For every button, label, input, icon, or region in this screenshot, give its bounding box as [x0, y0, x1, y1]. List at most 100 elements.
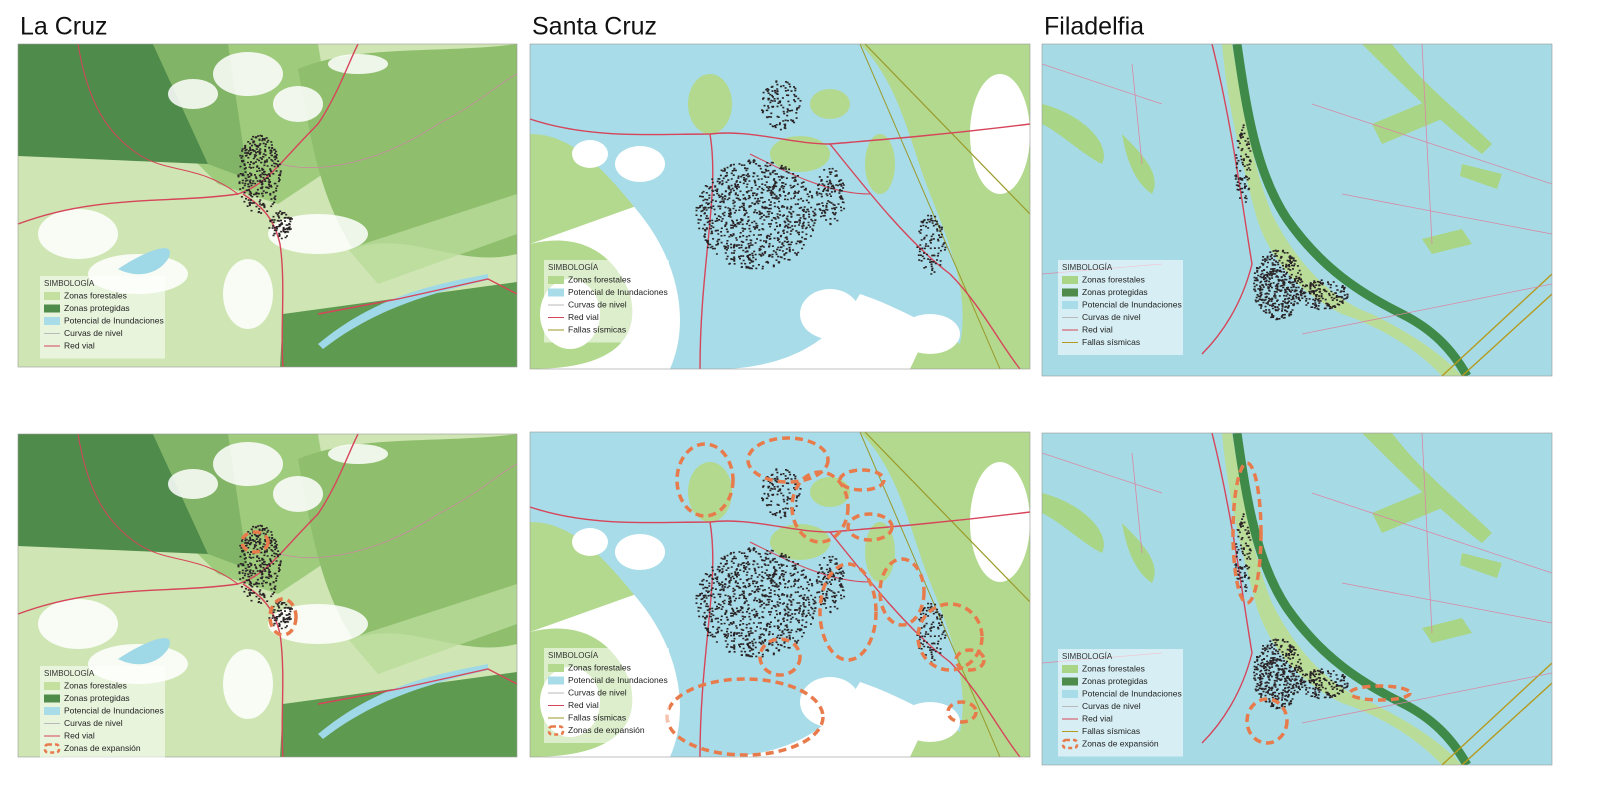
urban-area	[815, 167, 846, 226]
open-land	[273, 86, 323, 122]
legend: SIMBOLOGÍA Zonas forestales Zonas protegid…	[40, 666, 165, 761]
protected-zone	[280, 282, 517, 367]
legend-title: SIMBOLOGÍA	[548, 651, 599, 660]
road	[18, 434, 359, 615]
forest-zone	[348, 584, 517, 674]
forest-zone	[865, 134, 895, 194]
expansion-zone	[846, 512, 894, 542]
legend: SIMBOLOGÍA Zonas forestales Potencial de I…	[544, 648, 669, 743]
open-land	[572, 140, 608, 168]
road	[1311, 103, 1552, 185]
legend-label: Curvas de nivel	[1082, 312, 1141, 322]
legend-swatch	[548, 676, 564, 685]
flood-zone	[118, 638, 170, 665]
legend-label: Red vial	[1082, 324, 1113, 334]
fault-line	[1461, 682, 1552, 765]
legend-label: Potencial de Inundaciones	[64, 705, 164, 715]
legend-label: Zonas protegidas	[1082, 287, 1148, 297]
road	[1131, 452, 1143, 554]
open-land	[970, 74, 1030, 194]
forest-zone	[770, 524, 830, 560]
panel-title: Santa Cruz	[532, 13, 657, 41]
legend-label: Zonas de expansión	[64, 743, 141, 753]
expansion-zone	[675, 442, 735, 518]
legend-label: Curvas de nivel	[1082, 701, 1141, 711]
legend-swatch	[43, 743, 61, 754]
legend-swatch	[44, 317, 60, 325]
river	[1232, 44, 1471, 376]
expansion-zone	[1348, 684, 1412, 702]
road	[699, 133, 714, 369]
legend-box	[544, 260, 669, 343]
forest-zone	[1362, 44, 1492, 154]
forest-zone	[810, 89, 850, 119]
open-land	[328, 444, 388, 464]
fault-line	[859, 432, 1001, 757]
road	[77, 434, 239, 585]
open-land	[572, 528, 608, 556]
legend-title: SIMBOLOGÍA	[1062, 652, 1113, 661]
legend-label: Fallas sísmicas	[1082, 337, 1140, 347]
legend-label: Zonas forestales	[64, 680, 127, 690]
map: SIMBOLOGÍA Zonas forestales Potencial de I…	[529, 43, 1031, 370]
forest-zone	[1422, 229, 1472, 254]
flood-zone	[530, 432, 963, 757]
legend-label: Potencial de Inundaciones	[1082, 299, 1182, 309]
legend-swatch	[44, 707, 60, 715]
fault-line	[859, 44, 1001, 369]
road	[749, 153, 871, 195]
map-frame	[17, 43, 518, 368]
map-frame	[529, 43, 1031, 370]
legend-label: Curvas de nivel	[64, 718, 123, 728]
legend-label: Red vial	[1082, 713, 1113, 723]
legend-label: Curvas de nivel	[568, 299, 627, 309]
expansion-zone	[954, 648, 986, 672]
fault-line	[864, 44, 1030, 215]
forest-zone	[1460, 164, 1502, 189]
legend-label: Red vial	[64, 340, 95, 350]
legend-swatch	[1062, 677, 1078, 686]
open-land	[273, 476, 323, 512]
forest-zone	[1362, 433, 1492, 543]
fault-line	[864, 432, 1030, 603]
legend-swatch	[1062, 665, 1078, 673]
urban-area	[761, 80, 802, 131]
map-frame	[1041, 432, 1553, 766]
map: SIMBOLOGÍA Zonas forestales Zonas protegid…	[17, 43, 518, 368]
expansion-zone	[946, 700, 978, 724]
urban-area	[268, 600, 293, 630]
expansion-zone	[1231, 461, 1263, 605]
legend-label: Zonas protegidas	[1082, 676, 1148, 686]
forest-zone	[1460, 553, 1502, 578]
open-land	[328, 54, 388, 74]
open-land	[168, 469, 218, 499]
road	[1131, 63, 1143, 165]
forest-zone	[1372, 99, 1442, 144]
river	[1232, 433, 1471, 765]
legend-box	[1058, 260, 1183, 355]
legend-swatch	[548, 288, 564, 297]
panel-title: La Cruz	[20, 13, 108, 41]
road	[279, 463, 517, 558]
forest-zone	[1122, 523, 1155, 583]
forest-zone	[1422, 618, 1472, 643]
map-layers	[18, 44, 517, 367]
expansion-zone	[746, 436, 830, 484]
legend-label: Zonas forestales	[568, 274, 631, 284]
legend-label: Fallas sísmicas	[568, 324, 626, 334]
legend-swatch	[1061, 738, 1079, 750]
expansion-zone	[240, 530, 270, 554]
map: SIMBOLOGÍA Zonas forestales Potencial de I…	[529, 431, 1031, 758]
legend-label: Potencial de Inundaciones	[568, 287, 668, 297]
open-land	[615, 146, 665, 182]
urban-area	[1234, 124, 1252, 203]
legend: SIMBOLOGÍA Zonas forestales Potencial de I…	[544, 260, 669, 343]
legend-label: Potencial de Inundaciones	[568, 675, 668, 685]
road	[749, 541, 871, 583]
road	[317, 668, 517, 705]
map-frame	[529, 431, 1031, 758]
legend-swatch	[44, 694, 60, 703]
legend-title: SIMBOLOGÍA	[44, 669, 95, 678]
legend-label: Fallas sísmicas	[1082, 726, 1140, 736]
road	[242, 583, 284, 757]
